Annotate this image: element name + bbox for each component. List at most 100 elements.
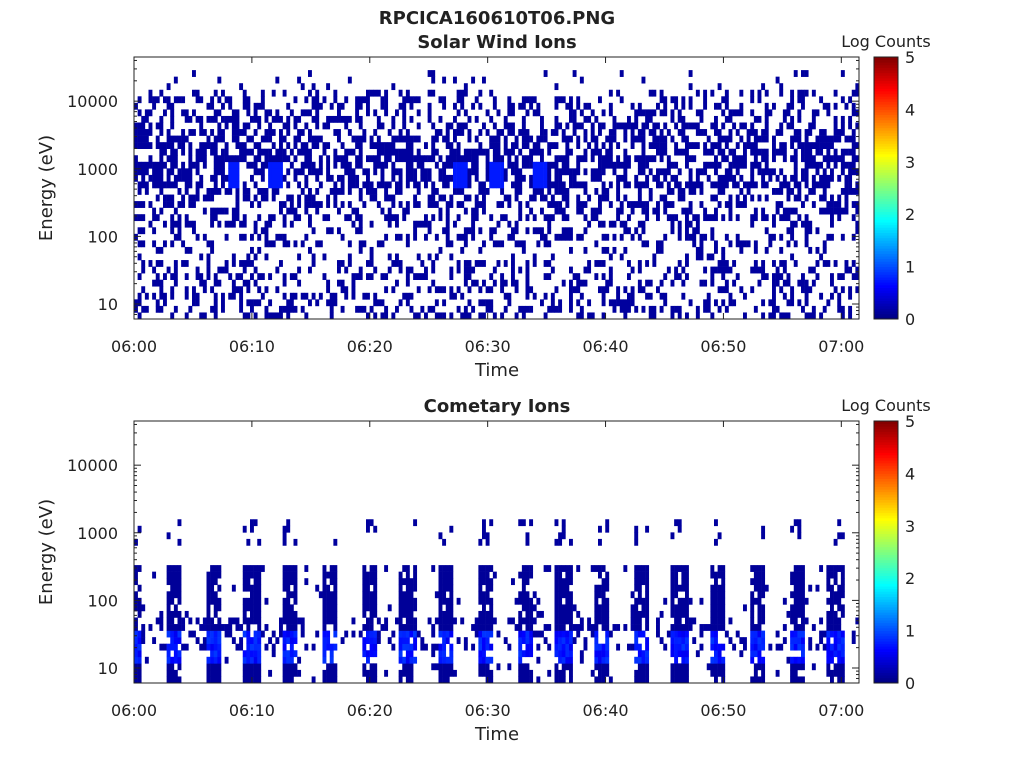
- colorbar-segment: [874, 620, 898, 624]
- heatmap-cell: [326, 174, 331, 182]
- heatmap-cell: [717, 305, 722, 313]
- heatmap-cell: [833, 148, 838, 156]
- heatmap-cell: [344, 292, 349, 300]
- heatmap-cell: [264, 240, 269, 248]
- heatmap-cell: [275, 155, 280, 163]
- heatmap-cell: [811, 115, 816, 123]
- heatmap-cell: [210, 597, 215, 605]
- heatmap-cell: [663, 273, 668, 280]
- heatmap-cell: [619, 96, 624, 104]
- heatmap-cell: [525, 624, 530, 631]
- heatmap-cell: [206, 240, 211, 248]
- heatmap-cell: [735, 273, 740, 280]
- heatmap-cell: [159, 142, 164, 149]
- heatmap-cell: [590, 129, 595, 136]
- heatmap-cell: [268, 122, 273, 130]
- colorbar-segment: [874, 237, 898, 241]
- heatmap-cell: [598, 220, 602, 228]
- heatmap-cell: [554, 168, 559, 176]
- heatmap-cell: [489, 115, 494, 123]
- heatmap-cell: [681, 650, 686, 658]
- heatmap-cell: [420, 155, 425, 163]
- heatmap-cell: [420, 220, 425, 228]
- heatmap-cell: [134, 578, 138, 586]
- heatmap-cell: [645, 525, 650, 533]
- heatmap-cell: [692, 188, 697, 195]
- heatmap-cell: [355, 207, 360, 215]
- heatmap-cell: [793, 194, 798, 202]
- heatmap-cell: [380, 273, 385, 280]
- heatmap-cell: [141, 122, 146, 130]
- heatmap-cell: [547, 161, 552, 169]
- heatmap-cell: [837, 650, 842, 658]
- heatmap-cell: [460, 312, 465, 320]
- heatmap-cell: [246, 279, 251, 287]
- heatmap-cell: [409, 624, 414, 631]
- heatmap-cell: [681, 584, 686, 592]
- heatmap-cell: [405, 643, 410, 651]
- heatmap-cell: [489, 597, 494, 605]
- heatmap-cell: [837, 214, 842, 222]
- heatmap-cell: [482, 643, 486, 651]
- heatmap-cell: [750, 142, 755, 149]
- heatmap-cell: [801, 142, 805, 149]
- heatmap-cell: [521, 637, 526, 644]
- heatmap-cell: [257, 201, 262, 208]
- heatmap-cell: [540, 174, 544, 182]
- colorbar-segment: [874, 434, 898, 438]
- heatmap-cell: [761, 174, 766, 182]
- heatmap-cell: [677, 525, 682, 533]
- heatmap-cell: [822, 194, 827, 202]
- heatmap-cell: [257, 610, 262, 618]
- heatmap-cell: [184, 135, 189, 143]
- heatmap-cell: [764, 168, 769, 176]
- heatmap-cell: [391, 194, 396, 202]
- heatmap-cell: [177, 168, 182, 176]
- heatmap-cell: [637, 129, 642, 136]
- heatmap-cell: [286, 525, 291, 533]
- heatmap-cell: [822, 129, 827, 136]
- heatmap-cell: [811, 201, 816, 208]
- heatmap-cell: [500, 168, 505, 176]
- heatmap-cell: [677, 227, 682, 235]
- heatmap-cell: [630, 135, 635, 143]
- heatmap-cell: [844, 194, 849, 202]
- colorbar-segment: [874, 240, 898, 244]
- heatmap-cell: [569, 292, 573, 300]
- heatmap-cell: [536, 109, 541, 117]
- heatmap-cell: [315, 584, 320, 592]
- heatmap-cell: [239, 286, 244, 294]
- heatmap-cell: [268, 312, 273, 320]
- heatmap-cell: [554, 519, 559, 527]
- heatmap-cell: [656, 286, 660, 294]
- heatmap-cell: [641, 220, 646, 228]
- heatmap-cell: [576, 102, 581, 110]
- heatmap-cell: [837, 604, 842, 612]
- heatmap-cell: [848, 181, 853, 189]
- heatmap-cell: [514, 168, 519, 176]
- heatmap-cell: [373, 578, 378, 586]
- heatmap-cell: [362, 292, 367, 300]
- heatmap-cell: [217, 135, 222, 143]
- heatmap-cell: [598, 525, 602, 533]
- heatmap-cell: [235, 155, 240, 163]
- heatmap-cell: [627, 161, 631, 169]
- heatmap-cell: [395, 260, 399, 267]
- heatmap-cell: [235, 161, 240, 169]
- heatmap-cell: [793, 519, 798, 527]
- heatmap-cell: [782, 142, 787, 149]
- colorbar-tick-label: 1: [905, 258, 915, 277]
- heatmap-cell: [764, 155, 769, 163]
- heatmap-cell: [315, 188, 320, 195]
- heatmap-cell: [279, 630, 283, 638]
- heatmap-cell: [677, 597, 682, 605]
- heatmap-cell: [703, 96, 708, 104]
- heatmap-cell: [206, 135, 211, 143]
- heatmap-cell: [434, 591, 439, 599]
- heatmap-cell: [598, 155, 602, 163]
- heatmap-cell: [554, 610, 559, 618]
- heatmap-cell: [144, 115, 149, 123]
- heatmap-cell: [848, 122, 853, 130]
- colorbar-label: Log Counts: [841, 32, 931, 51]
- heatmap-cell: [315, 207, 320, 215]
